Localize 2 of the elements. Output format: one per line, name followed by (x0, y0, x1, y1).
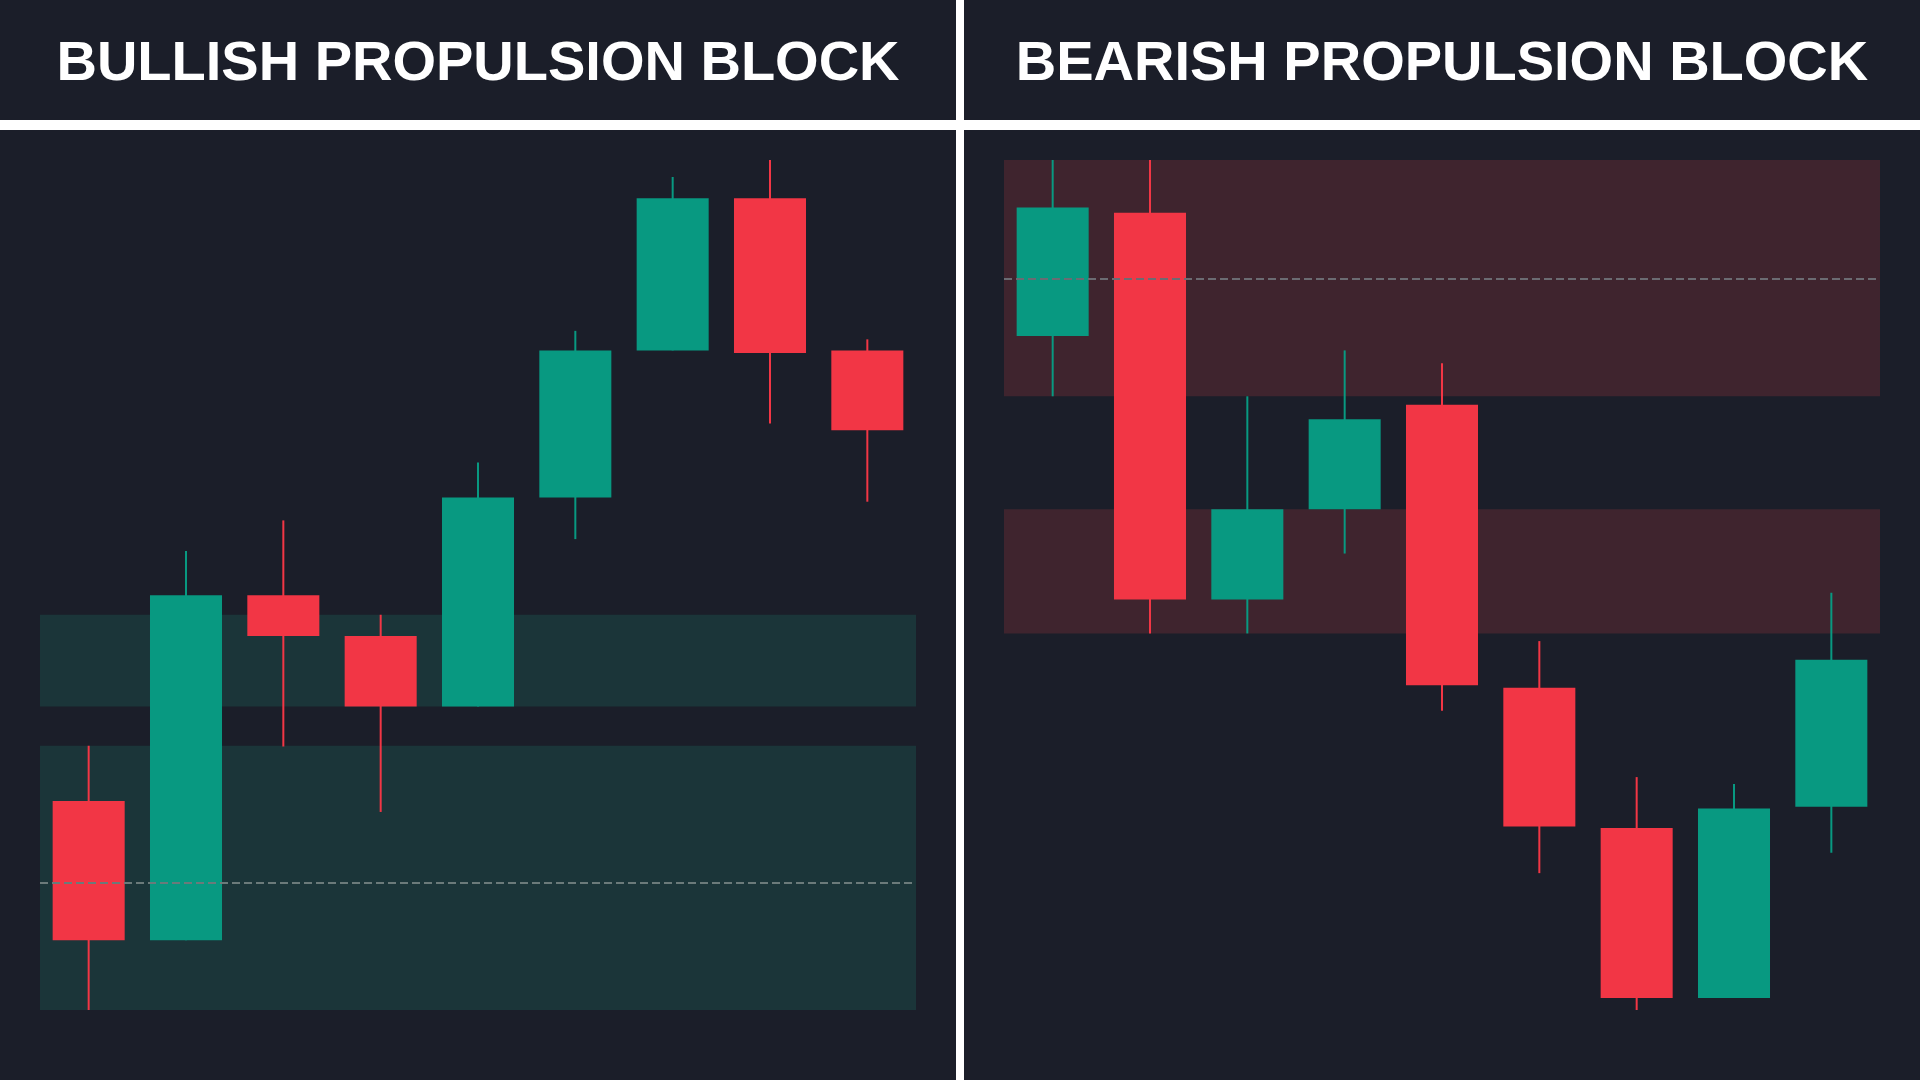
chart-title: BULLISH PROPULSION BLOCK (0, 0, 956, 130)
chart-title: BEARISH PROPULSION BLOCK (964, 0, 1920, 130)
